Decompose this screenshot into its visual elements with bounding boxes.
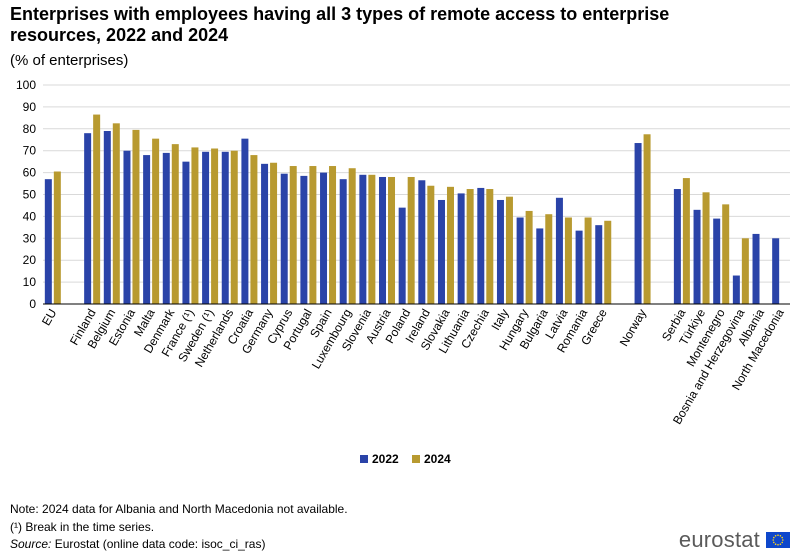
bar-2024 [407, 176, 415, 304]
bar-2022 [437, 199, 445, 304]
eurostat-logo: eurostat [679, 527, 790, 553]
bar-2024 [112, 123, 120, 304]
bar-2024 [230, 150, 238, 304]
bar-2024 [152, 138, 160, 304]
bar-2022 [280, 173, 288, 304]
bar-2022 [693, 209, 701, 304]
logo-text: eurostat [678, 527, 760, 552]
bar-2022 [123, 150, 131, 304]
bar-2022 [536, 228, 544, 304]
bar-2022 [713, 218, 721, 304]
bar-2022 [44, 179, 52, 304]
bar-2022 [84, 133, 92, 304]
bar-2022 [634, 143, 642, 304]
legend-swatch-2024 [412, 455, 420, 463]
bar-2024 [564, 217, 572, 304]
bar-2022 [202, 151, 210, 304]
bar-2022 [241, 138, 249, 304]
bar-2022 [595, 225, 603, 304]
bar-2022 [496, 199, 504, 304]
bar-2022 [752, 233, 760, 304]
chart-title: Enterprises with employees having all 3 … [10, 4, 670, 45]
chart-subtitle: (% of enterprises) [10, 52, 129, 69]
bar-2024 [604, 220, 612, 304]
y-tick-label: 10 [23, 275, 37, 289]
bar-2024 [545, 214, 553, 304]
y-tick-label: 80 [23, 122, 37, 136]
bar-2022 [555, 197, 563, 304]
bar-2022 [772, 238, 780, 304]
bar-2024 [388, 176, 396, 304]
source-line: Source: Eurostat (online data code: isoc… [10, 537, 265, 551]
bar-2022 [516, 217, 524, 304]
bar-2022 [162, 152, 170, 304]
source-text: Eurostat (online data code: isoc_ci_ras) [51, 537, 266, 551]
y-tick-label: 100 [16, 78, 36, 92]
bar-2022 [477, 187, 485, 304]
bar-2024 [348, 168, 356, 304]
y-tick-label: 30 [23, 231, 37, 245]
bar-2022 [359, 174, 367, 304]
bar-2024 [368, 174, 376, 304]
bar-2022 [673, 189, 681, 304]
bar-2022 [320, 172, 328, 304]
bar-2024 [191, 147, 199, 304]
bar-2024 [486, 189, 494, 304]
bar-2024 [329, 166, 337, 304]
bar-2022 [732, 275, 740, 304]
y-tick-label: 0 [29, 297, 36, 311]
bar-2024 [505, 196, 513, 304]
bar-2024 [584, 217, 592, 304]
bar-2024 [525, 210, 533, 304]
bar-2022 [143, 155, 151, 304]
eu-flag-icon [766, 532, 790, 548]
bar-2022 [300, 175, 308, 304]
bar-2024 [250, 155, 258, 304]
bar-2024 [270, 162, 278, 304]
bar-2022 [457, 193, 465, 304]
bar-2022 [261, 163, 269, 304]
bar-2024 [93, 114, 101, 304]
bar-2024 [132, 129, 140, 304]
y-tick-label: 20 [23, 253, 37, 267]
bar-2024 [427, 185, 435, 304]
bar-2022 [182, 161, 190, 304]
y-tick-label: 40 [23, 209, 37, 223]
bar-2024 [53, 171, 61, 304]
x-tick-label: EU [39, 307, 59, 328]
footnote-break: (¹) Break in the time series. [10, 520, 155, 534]
legend-swatch-2022 [360, 455, 368, 463]
bar-2022 [575, 230, 583, 304]
bar-2024 [211, 148, 219, 304]
bar-2024 [446, 186, 454, 304]
x-tick-label: Norway [617, 307, 649, 349]
legend-label-2022: 2022 [372, 452, 399, 466]
bar-2022 [339, 179, 347, 304]
y-tick-label: 50 [23, 188, 37, 202]
bar-2022 [103, 130, 111, 304]
bar-2024 [309, 166, 317, 304]
source-label: Source: [10, 537, 52, 551]
bar-2024 [722, 204, 730, 304]
legend-label-2024: 2024 [424, 452, 451, 466]
footnote-availability: Note: 2024 data for Albania and North Ma… [10, 502, 348, 516]
bar-2022 [398, 207, 406, 304]
bar-2024 [702, 192, 710, 304]
y-tick-label: 60 [23, 166, 37, 180]
bar-2024 [466, 189, 474, 304]
y-tick-label: 70 [23, 144, 37, 158]
bar-2024 [643, 134, 651, 304]
bar-2024 [289, 166, 297, 304]
bar-2022 [379, 176, 387, 304]
bar-2022 [221, 151, 229, 304]
bar-2022 [418, 180, 426, 304]
bar-2024 [682, 178, 690, 304]
y-tick-label: 90 [23, 100, 37, 114]
bar-2024 [741, 238, 749, 304]
bar-2024 [171, 144, 179, 304]
